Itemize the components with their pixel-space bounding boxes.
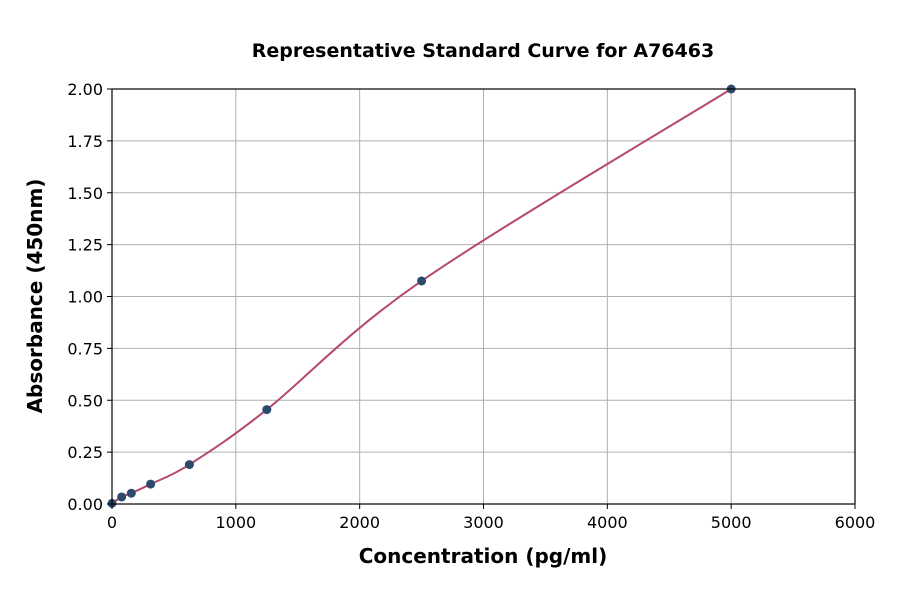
grid (111, 88, 856, 505)
x-tick-label: 1000 (215, 513, 256, 532)
fit-curve-group (111, 88, 732, 505)
y-tick-label: 1.50 (67, 184, 103, 203)
data-point (117, 492, 127, 502)
data-point (417, 276, 427, 286)
y-axis-label: Absorbance (450nm) (23, 179, 47, 414)
data-point (184, 460, 194, 470)
y-tick-label: 1.00 (67, 288, 103, 307)
x-tick-label: 6000 (835, 513, 876, 532)
data-point (126, 488, 136, 498)
x-axis-ticks: 0 1000 2000 3000 4000 5000 6000 (107, 504, 875, 532)
x-axis-label: Concentration (pg/ml) (359, 544, 608, 568)
y-tick-label: 1.75 (67, 132, 103, 151)
x-tick-label: 5000 (711, 513, 752, 532)
y-tick-label: 1.25 (67, 236, 103, 255)
y-tick-label: 0.00 (67, 495, 103, 514)
y-axis-ticks: 0.00 0.25 0.50 0.75 1.00 1.25 1.50 1.75 2.00 (67, 80, 112, 514)
y-tick-label: 0.25 (67, 443, 103, 462)
y-tick-label: 0.75 (67, 339, 103, 358)
y-tick-label: 2.00 (67, 80, 103, 99)
chart-title: Representative Standard Curve for A76463 (252, 40, 714, 62)
y-tick-label: 0.50 (67, 391, 103, 410)
data-point (262, 405, 272, 415)
fit-curve (111, 88, 732, 505)
x-tick-label: 2000 (339, 513, 380, 532)
data-point (146, 479, 156, 489)
x-tick-label: 0 (107, 513, 117, 532)
x-tick-label: 4000 (587, 513, 628, 532)
x-tick-label: 3000 (463, 513, 504, 532)
